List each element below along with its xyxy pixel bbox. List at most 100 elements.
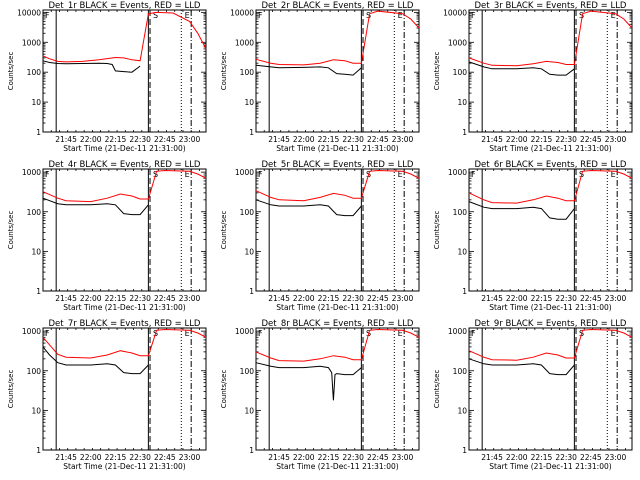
chart-panel-4: Det_4r BLACK = Events, RED = LLD 1 10 100 10… [7,160,207,312]
x-tick-label: 22:15 [318,453,340,462]
y-axis-label: Counts/sec [433,211,441,250]
time-marker-e: E [611,11,616,20]
chart-title: Det_8r BLACK = Events, RED = LLD [262,319,414,329]
chart-panel-7: Det_7r BLACK = Events, RED = LLD 1 10 100 10… [7,319,207,471]
series-events-line [255,362,362,401]
time-marker-e: E [398,329,403,338]
y-tick-label: 10 [457,247,467,256]
x-tick-label: 23:00 [605,294,627,303]
series-events-line [42,60,141,73]
x-tick-label: 21:45 [481,135,503,144]
y-tick-label: 1 [249,446,254,455]
x-tick-label: 21:45 [268,453,290,462]
time-marker-s: S [153,11,158,20]
x-tick-label: 22:00 [80,453,102,462]
series-lld-line [42,328,207,359]
y-tick-label: 10 [31,406,41,415]
x-tick-label: 22:45 [367,294,389,303]
x-tick-label: 22:30 [342,135,364,144]
x-tick-label: 21:45 [481,294,503,303]
y-axis-label: Counts/sec [220,52,228,91]
series-lld-line [42,169,207,203]
series-lld-line [255,169,420,202]
series-lld-line [468,169,633,204]
x-tick-label: 23:00 [605,453,627,462]
time-marker-e: E [611,170,616,179]
plot-frame [468,168,633,292]
y-axis-label: Counts/sec [433,370,441,409]
y-axis-label: Counts/sec [433,52,441,91]
series-events-line [468,358,575,376]
y-tick-label: 100 [27,367,42,376]
y-tick-label: 100 [27,208,42,217]
x-axis-label: Start Time (21-Dec-11 21:31:00) [63,462,185,471]
chart-panel-3: Det_3r BLACK = Events, RED = LLD 1 10 100 10… [433,1,633,153]
x-tick-label: 22:00 [506,453,528,462]
x-tick-label: 22:00 [506,135,528,144]
y-tick-label: 10000 [17,8,41,17]
chart-title: Det_3r BLACK = Events, RED = LLD [475,1,627,11]
x-axis-label: Start Time (21-Dec-11 21:31:00) [276,462,398,471]
x-tick-label: 22:15 [531,135,553,144]
chart-panel-5: Det_5r BLACK = Events, RED = LLD 1 10 100 10… [220,160,420,312]
x-tick-label: 22:00 [506,294,528,303]
y-tick-label: 10 [457,98,467,107]
x-tick-label: 22:30 [129,294,151,303]
chart-title: Det_5r BLACK = Events, RED = LLD [262,160,414,170]
x-tick-label: 22:45 [580,135,602,144]
series-events-line [255,199,362,217]
x-tick-label: 22:45 [154,294,176,303]
x-axis-label: Start Time (21-Dec-11 21:31:00) [276,144,398,153]
x-axis-label: Start Time (21-Dec-11 21:31:00) [276,303,398,312]
x-axis-label: Start Time (21-Dec-11 21:31:00) [489,462,611,471]
x-tick-label: 22:45 [580,294,602,303]
chart-title: Det_7r BLACK = Events, RED = LLD [49,319,201,329]
x-tick-label: 22:45 [367,453,389,462]
y-tick-label: 1000 [22,38,41,47]
time-marker-f: F [258,170,263,179]
x-tick-label: 23:00 [392,294,414,303]
y-tick-label: 1000 [235,327,254,336]
x-tick-label: 22:30 [555,453,577,462]
time-marker-e: E [611,329,616,338]
x-tick-label: 23:00 [179,294,201,303]
x-tick-label: 22:15 [318,294,340,303]
y-tick-label: 1000 [22,327,41,336]
x-axis-label: Start Time (21-Dec-11 21:31:00) [63,144,185,153]
time-marker-e: E [185,170,190,179]
y-tick-label: 100 [240,68,255,77]
y-tick-label: 1000 [448,38,467,47]
x-tick-label: 22:30 [129,453,151,462]
time-marker-s: S [366,11,371,20]
x-axis-label: Start Time (21-Dec-11 21:31:00) [489,303,611,312]
x-tick-label: 23:00 [392,135,414,144]
y-tick-label: 100 [453,367,468,376]
y-axis-label: Counts/sec [7,370,15,409]
y-tick-label: 10 [244,247,254,256]
time-marker-f: F [471,11,476,20]
x-tick-label: 22:30 [555,135,577,144]
time-marker-e: E [185,329,190,338]
series-events-line [255,64,362,76]
y-tick-label: 1 [462,287,467,296]
chart-panel-6: Det_6r BLACK = Events, RED = LLD 1 10 100 10… [433,160,633,312]
y-tick-label: 1 [249,128,254,137]
y-tick-label: 100 [240,367,255,376]
series-lld-line [42,11,207,63]
x-tick-label: 22:15 [105,294,127,303]
x-tick-label: 22:45 [154,135,176,144]
y-tick-label: 1 [36,446,41,455]
chart-title: Det_4r BLACK = Events, RED = LLD [49,160,201,170]
time-marker-e: E [398,170,403,179]
x-tick-label: 22:00 [293,453,315,462]
plot-frame [255,9,420,133]
series-events-line [468,201,575,220]
time-marker-s: S [579,11,584,20]
y-tick-label: 100 [453,68,468,77]
y-tick-label: 10 [244,406,254,415]
series-lld-line [468,10,633,67]
time-marker-f: F [471,329,476,338]
x-tick-label: 23:00 [392,453,414,462]
plot-frame [42,9,207,133]
